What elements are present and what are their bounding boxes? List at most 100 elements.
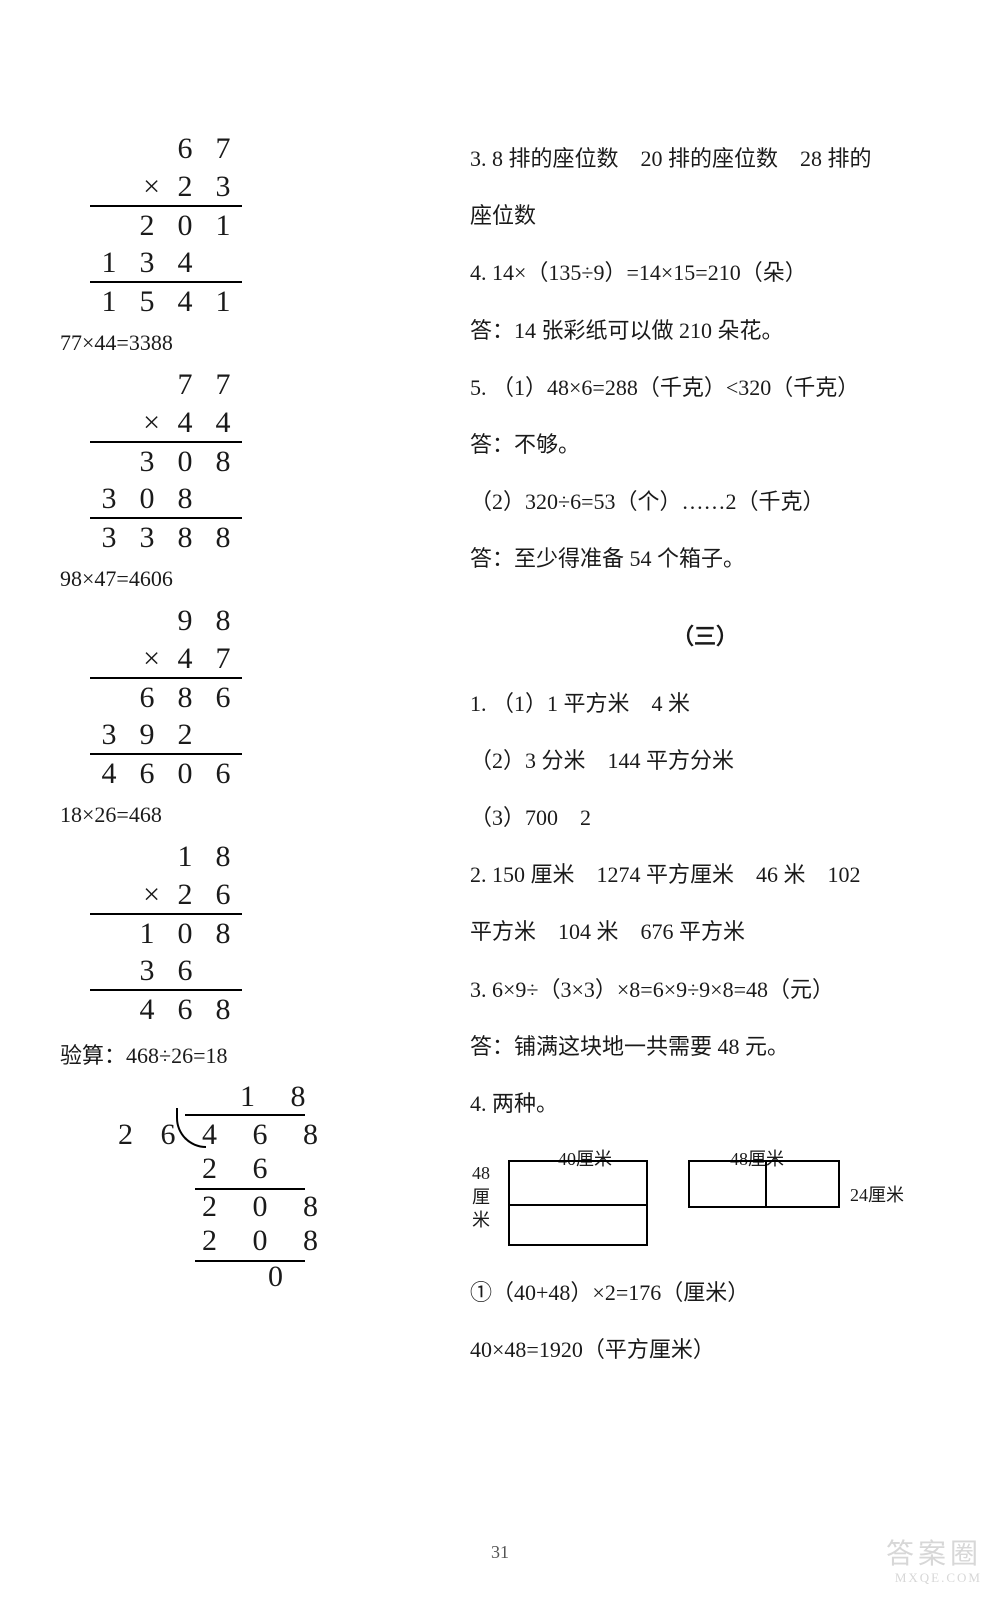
s3-q3-ans: 答：铺满这块地一共需要 48 元。: [470, 1018, 940, 1075]
mult-cell: 1: [166, 838, 204, 876]
s3-q2-b: 平方米 104 米 676 平方米: [470, 903, 940, 960]
mult-cell: 8: [204, 838, 242, 876]
mult-cell: 3: [90, 716, 128, 754]
mult-cell: [204, 244, 242, 282]
mult-cell: 0: [166, 442, 204, 480]
mult-cell: 2: [128, 206, 166, 244]
mult-cell: [128, 366, 166, 404]
mult-cell: [128, 602, 166, 640]
mult-cell: 3: [90, 480, 128, 518]
div-row-1: 2 6: [202, 1152, 282, 1186]
s3-q4: 4. 两种。: [470, 1075, 940, 1132]
mult-cell: 2: [166, 876, 204, 914]
mult-cell: 9: [166, 602, 204, 640]
mult-cell: 7: [204, 366, 242, 404]
mult-cell: ×: [128, 640, 166, 678]
mult-cell: 8: [204, 518, 242, 556]
div-row-2: 2 0 8: [202, 1190, 332, 1224]
mult-cell: 4: [90, 754, 128, 792]
mult-cell: 9: [128, 716, 166, 754]
section-3-header: （三）: [470, 608, 940, 665]
mult-cell: 8: [166, 518, 204, 556]
mult-cell: 3: [128, 442, 166, 480]
left-column: 67×232011341541 77×44=3388 77×4430830833…: [60, 130, 430, 1379]
mult-cell: [90, 914, 128, 952]
mult-cell: 0: [166, 206, 204, 244]
s3-q3-calc: 3. 6×9÷（3×3）×8=6×9÷9×8=48（元）: [470, 961, 940, 1018]
s3-q4-area: 40×48=1920（平方厘米）: [470, 1321, 940, 1378]
q4-ans: 答：14 张彩纸可以做 210 朵花。: [470, 302, 940, 359]
mult-cell: 2: [166, 168, 204, 206]
mult-cell: ×: [128, 168, 166, 206]
mult-cell: [128, 838, 166, 876]
mult-cell: [204, 716, 242, 754]
q5-1-calc: 5. （1）48×6=288（千克）<320（千克）: [470, 359, 940, 416]
q4-calc: 4. 14×（135÷9）=14×15=210（朵）: [470, 244, 940, 301]
mult-cell: [90, 602, 128, 640]
mult-cell: 6: [204, 678, 242, 716]
mult-cell: 4: [166, 404, 204, 442]
equation-77x44: 77×44=3388: [60, 330, 430, 356]
mult-cell: 8: [204, 442, 242, 480]
mult-cell: 4: [204, 404, 242, 442]
mult-cell: [90, 206, 128, 244]
long-division: 1 8 2 6 4 6 8 2 6 2 0 8 2 0 8 0: [90, 1080, 350, 1290]
mult-cell: 3: [204, 168, 242, 206]
mult-cell: 4: [166, 640, 204, 678]
mult-cell: [90, 876, 128, 914]
mult-cell: 3: [128, 952, 166, 990]
mult-cell: [90, 366, 128, 404]
equation-18x26: 18×26=468: [60, 802, 430, 828]
watermark: 答案圈 MXQE.COM: [886, 1540, 982, 1585]
mult-cell: 8: [204, 990, 242, 1028]
mult-cell: 6: [204, 754, 242, 792]
mult-cell: 3: [128, 244, 166, 282]
mult-cell: [90, 168, 128, 206]
mult-cell: [90, 990, 128, 1028]
page-number: 31: [0, 1542, 1000, 1563]
dividend: 4 6 8: [202, 1118, 332, 1152]
mult-cell: 4: [128, 990, 166, 1028]
s3-q4-perim: ①（40+48）×2=176（厘米）: [470, 1264, 940, 1321]
mult-cell: 3: [90, 518, 128, 556]
div-row-3: 2 0 8: [202, 1224, 332, 1258]
mult-cell: 6: [128, 678, 166, 716]
mult-cell: ×: [128, 876, 166, 914]
div-row-4: 0: [268, 1260, 297, 1294]
mult-cell: 1: [204, 206, 242, 244]
mult-cell: 1: [90, 244, 128, 282]
mult-cell: 7: [166, 366, 204, 404]
check-label: 验算：468÷26=18: [60, 1038, 430, 1070]
mult-cell: 3: [128, 518, 166, 556]
mult-cell: 8: [204, 602, 242, 640]
q5-2-calc: （2）320÷6=53（个）……2（千克）: [470, 473, 940, 530]
s3-q1-1: 1. （1）1 平方米 4 米: [470, 675, 940, 732]
mult-cell: [90, 952, 128, 990]
mult-cell: [128, 130, 166, 168]
mult-cell: 1: [204, 282, 242, 320]
mult-cell: 4: [166, 244, 204, 282]
q3-line2: 座位数: [470, 187, 940, 244]
mult-cell: 8: [166, 678, 204, 716]
mult-cell: 0: [166, 754, 204, 792]
right-column: 3. 8 排的座位数 20 排的座位数 28 排的 座位数 4. 14×（135…: [470, 130, 940, 1379]
mult-cell: 7: [204, 640, 242, 678]
mult-cell: 8: [204, 914, 242, 952]
mult-cell: 0: [128, 480, 166, 518]
mult-cell: [204, 480, 242, 518]
equation-98x47: 98×47=4606: [60, 566, 430, 592]
divisor: 2 6: [118, 1118, 186, 1152]
mult-77x44: 77×443083083388: [90, 366, 242, 556]
mult-cell: 1: [90, 282, 128, 320]
diagram-label-24: 24厘米: [850, 1172, 904, 1219]
mult-cell: [90, 442, 128, 480]
q3-line1: 3. 8 排的座位数 20 排的座位数 28 排的: [470, 130, 940, 187]
q5-2-ans: 答：至少得准备 54 个箱子。: [470, 530, 940, 587]
mult-cell: 2: [166, 716, 204, 754]
s3-q1-3: （3）700 2: [470, 789, 940, 846]
diagram-box-b: [688, 1160, 840, 1208]
mult-cell: [90, 130, 128, 168]
mult-cell: 7: [204, 130, 242, 168]
diagram-box-a: [508, 1160, 648, 1246]
s3-q2-a: 2. 150 厘米 1274 平方厘米 46 米 102: [470, 846, 940, 903]
